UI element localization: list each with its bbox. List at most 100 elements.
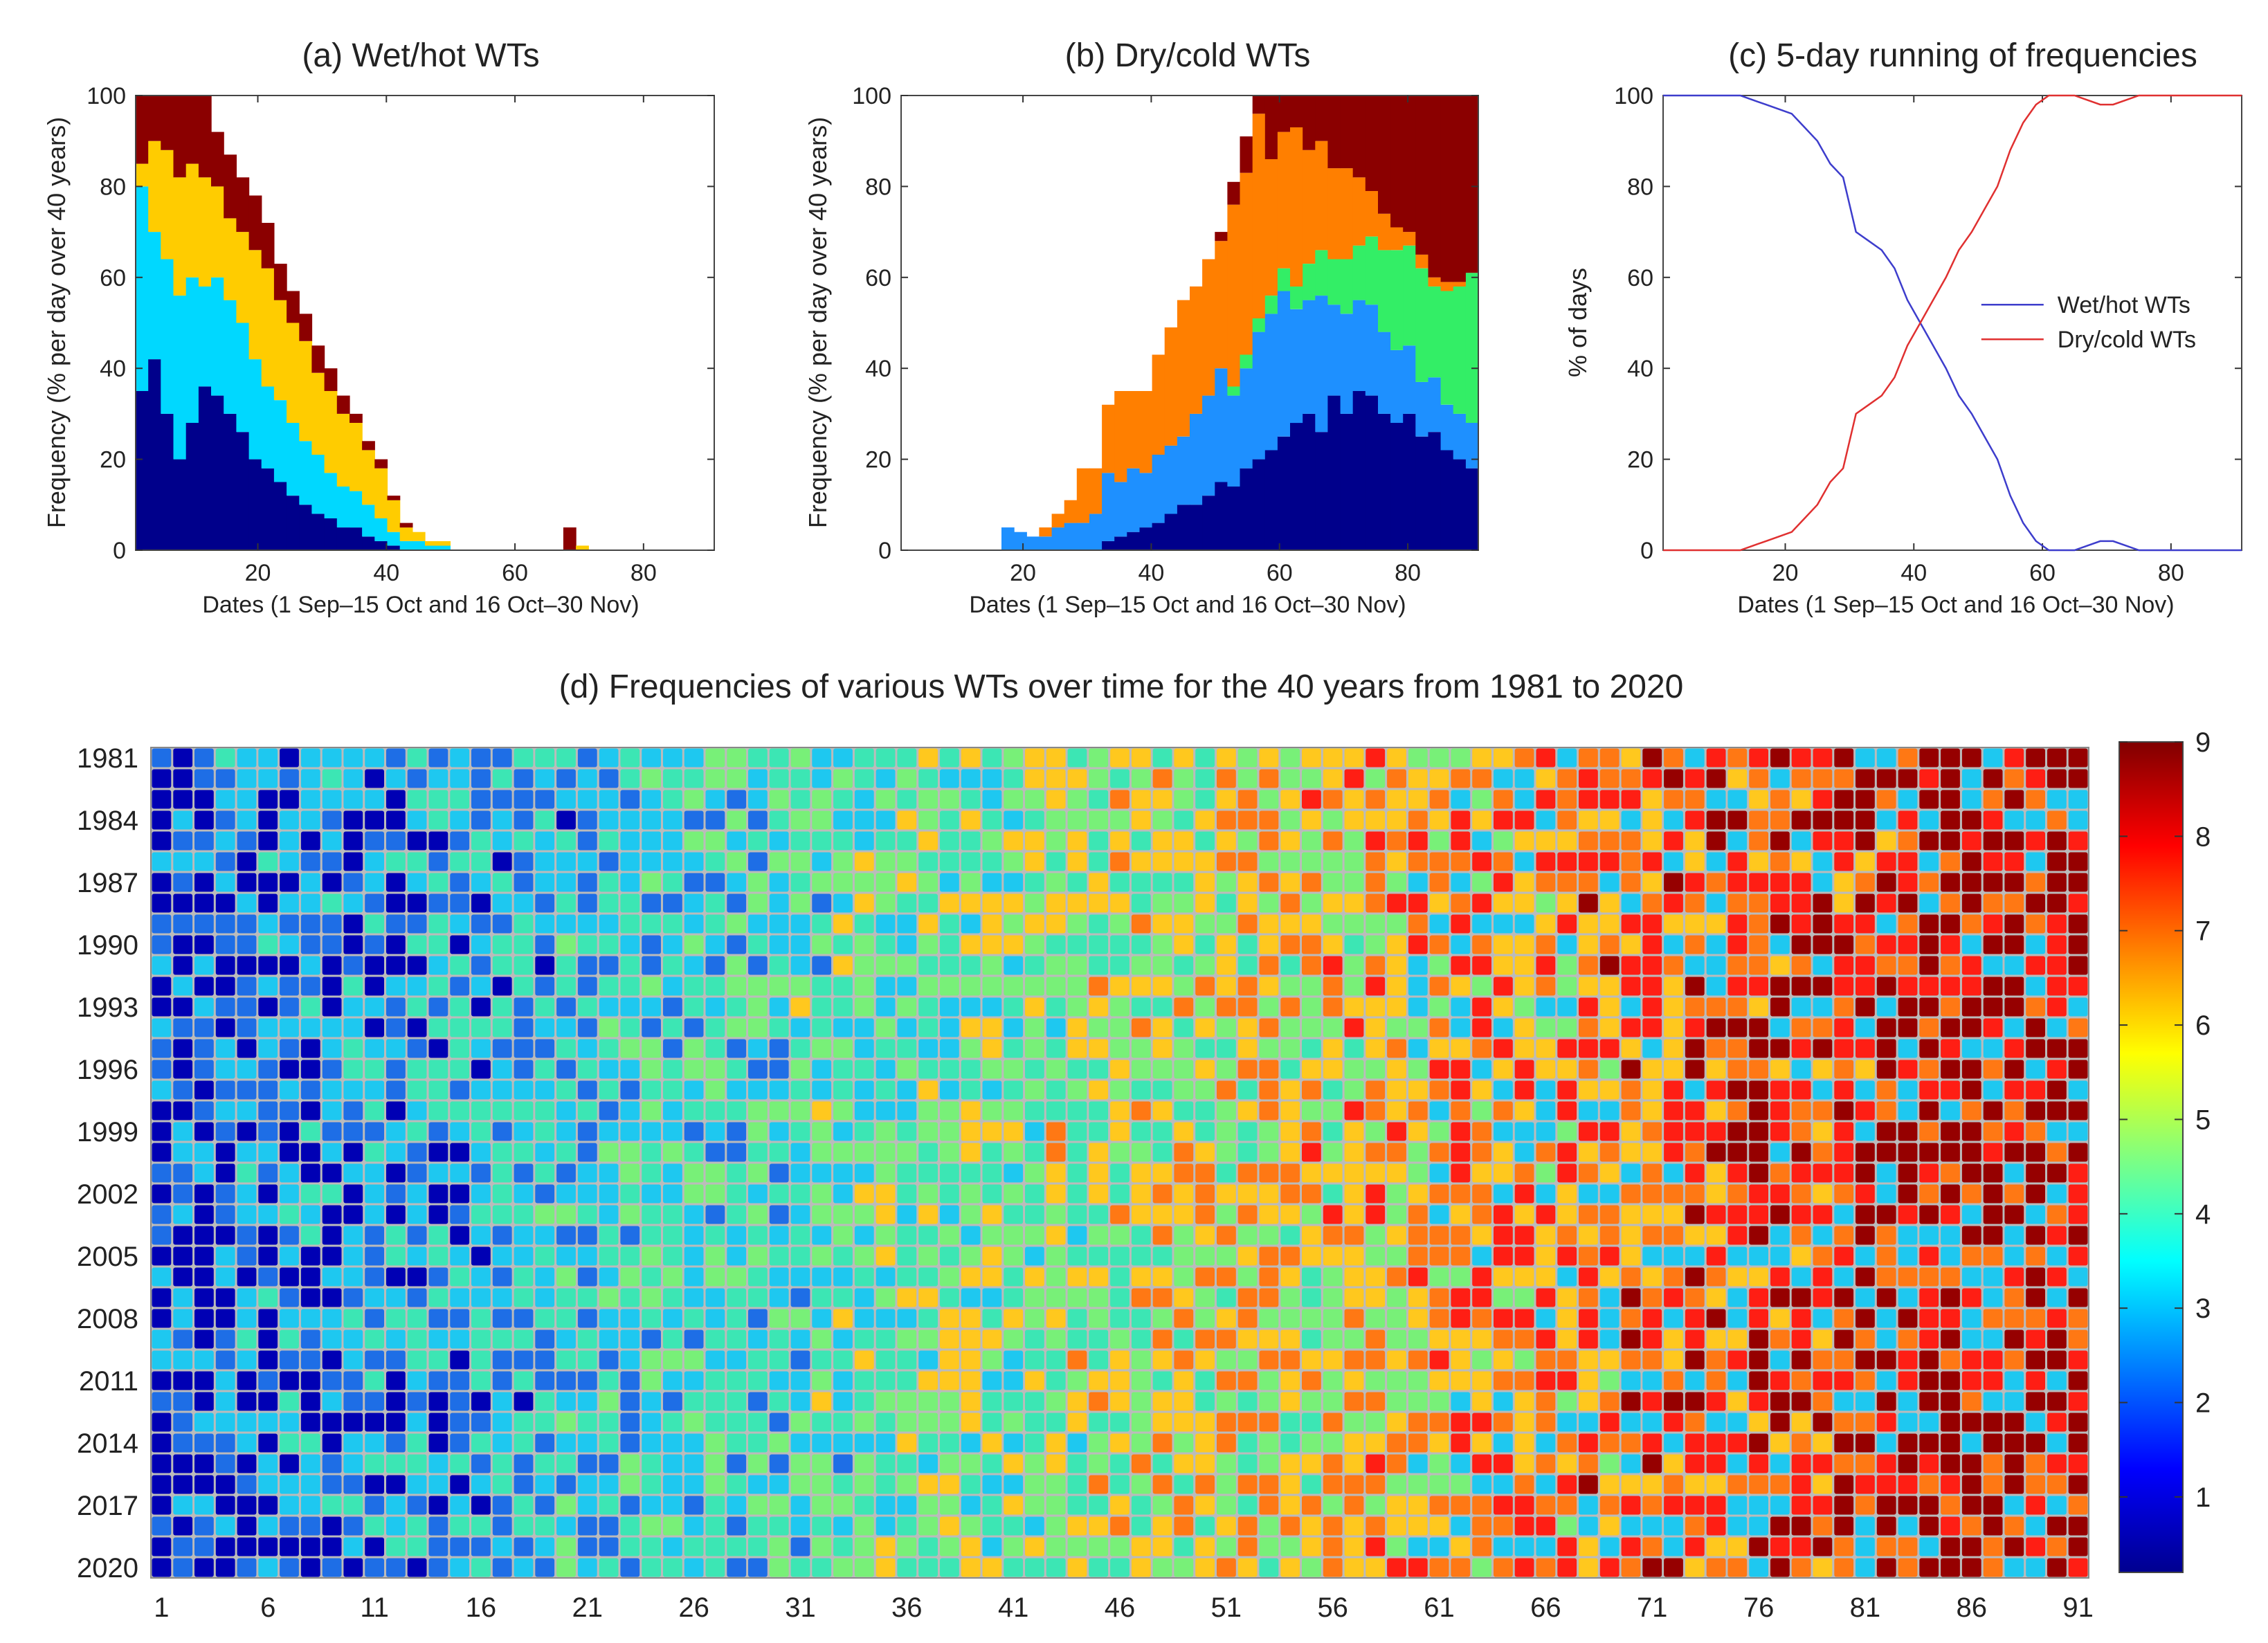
heatmap-cell [663, 1454, 682, 1473]
heatmap-cell [1876, 1475, 1896, 1494]
heatmap-cell [450, 1184, 470, 1204]
heatmap-cell [514, 1329, 534, 1349]
heatmap-cell [1749, 997, 1768, 1017]
heatmap-cell [1131, 1309, 1151, 1328]
heatmap-cell [2026, 956, 2045, 975]
heatmap-cell [1642, 1371, 1662, 1390]
heatmap-cell [1494, 790, 1513, 809]
heatmap-cell [492, 748, 512, 768]
heatmap-cell [1323, 1163, 1343, 1183]
heatmap-cell [1642, 1080, 1662, 1100]
heatmap-cell [1344, 873, 1364, 892]
heatmap-cell [365, 1267, 384, 1287]
heatmap-cell [1514, 1122, 1534, 1141]
heatmap-cell [1579, 977, 1598, 996]
heatmap-cell [663, 790, 682, 809]
heatmap-cell [1472, 1080, 1491, 1100]
heatmap-cell [684, 1329, 704, 1349]
heatmap-cell [1983, 1329, 2003, 1349]
heatmap-cell [1429, 1350, 1449, 1370]
heatmap-cell [1366, 1018, 1386, 1037]
heatmap-cell [194, 1516, 214, 1536]
heatmap-cell [280, 1329, 299, 1349]
heatmap-cell [258, 1184, 278, 1204]
heatmap-cell [1919, 1516, 1939, 1536]
heatmap-cell [1898, 852, 1918, 871]
heatmap-cell [812, 1267, 832, 1287]
heatmap-cell [1770, 1433, 1790, 1453]
heatmap-cell [1494, 1060, 1513, 1079]
heatmap-cell [1089, 935, 1109, 954]
heatmap-cell [1579, 1433, 1598, 1453]
heatmap-cell [322, 914, 342, 934]
heatmap-cell [918, 873, 938, 892]
heatmap-cell [492, 1329, 512, 1349]
panel-b-bar-wt8 [1440, 282, 1454, 291]
heatmap-cell [1749, 1288, 1768, 1307]
heatmap-cell [727, 1329, 747, 1349]
heatmap-cell [1387, 1163, 1406, 1183]
heatmap-cell [2068, 1184, 2088, 1204]
heatmap-cell [1536, 1122, 1556, 1141]
heatmap-cell [322, 1246, 342, 1266]
heatmap-cell [897, 1246, 917, 1266]
heatmap-cell [833, 873, 853, 892]
heatmap-cell [1025, 1101, 1044, 1120]
heatmap-cell [1856, 769, 1875, 788]
heatmap-cell [1366, 914, 1386, 934]
heatmap-cell [982, 956, 1002, 975]
heatmap-cell [599, 997, 619, 1017]
heatmap-cell [258, 1329, 278, 1349]
heatmap-cell [748, 1475, 768, 1494]
heatmap-cell [1919, 1558, 1939, 1577]
heatmap-cell [428, 1018, 448, 1037]
heatmap-cell [1089, 1101, 1109, 1120]
panel-b-bar-wt5 [1264, 450, 1278, 550]
heatmap-cell [1621, 1496, 1641, 1515]
heatmap-cell [1067, 1433, 1087, 1453]
heatmap-cell [982, 1018, 1002, 1037]
heatmap-cell [2026, 997, 2045, 1017]
heatmap-cell [705, 1558, 725, 1577]
panel-b-bar-wt6 [1327, 305, 1341, 396]
heatmap-cell [1344, 1288, 1364, 1307]
heatmap-cell [1494, 1288, 1513, 1307]
heatmap-cell [300, 1433, 320, 1453]
heatmap-cell [1813, 810, 1833, 830]
heatmap-cell [1323, 1039, 1343, 1058]
heatmap-cell [1664, 893, 1683, 913]
heatmap-cell [642, 769, 661, 788]
heatmap-cell [1387, 1246, 1406, 1266]
heatmap-cell [428, 1329, 448, 1349]
heatmap-cell [1344, 1392, 1364, 1411]
heatmap-cell [152, 1267, 172, 1287]
heatmap-cell [1621, 956, 1641, 975]
heatmap-cell [1344, 1184, 1364, 1204]
heatmap-cell [215, 790, 235, 809]
heatmap-cell [407, 1392, 427, 1411]
panel-b-bar-wt5 [1102, 541, 1115, 550]
heatmap-cell [1557, 1309, 1577, 1328]
panel-a-xtick-label: 40 [373, 560, 399, 586]
heatmap-cell [577, 1516, 597, 1536]
heatmap-cell [812, 935, 832, 954]
heatmap-cell [790, 1537, 810, 1556]
heatmap-cell [1706, 1163, 1726, 1183]
heatmap-cell [663, 1039, 682, 1058]
heatmap-cell [620, 1475, 640, 1494]
heatmap-cell [812, 790, 832, 809]
panel-b-xlabel: Dates (1 Sep–15 Oct and 16 Oct–30 Nov) [969, 592, 1406, 618]
heatmap-cell [1451, 1039, 1471, 1058]
heatmap-cell [918, 1496, 938, 1515]
heatmap-cell [1876, 1496, 1896, 1515]
heatmap-cell [1961, 1205, 1981, 1224]
heatmap-cell [2068, 1018, 2088, 1037]
heatmap-cell [556, 1537, 576, 1556]
heatmap-cell [1834, 956, 1854, 975]
heatmap-cell [1813, 1267, 1833, 1287]
heatmap-cell [322, 1226, 342, 1245]
heatmap-cell [194, 769, 214, 788]
heatmap-cell [1621, 1413, 1641, 1432]
heatmap-cell [322, 1163, 342, 1183]
heatmap-cell [407, 790, 427, 809]
